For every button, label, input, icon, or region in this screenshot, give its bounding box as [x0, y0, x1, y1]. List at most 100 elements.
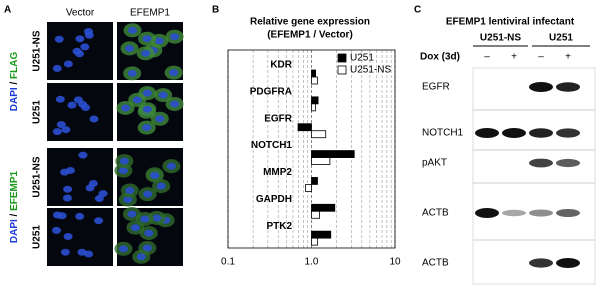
nucleus	[67, 101, 77, 109]
nucleus	[152, 214, 162, 222]
nucleus	[154, 37, 164, 45]
nucleus	[52, 64, 62, 72]
nucleus	[56, 121, 66, 129]
blot-row-label: pAKT	[422, 158, 447, 169]
dox-label: –	[538, 52, 544, 63]
row-label-group: U251-NS	[32, 156, 43, 197]
stain-part: /	[9, 211, 20, 217]
nucleus	[78, 151, 88, 159]
blot-band	[502, 128, 526, 138]
bar	[311, 76, 318, 85]
nucleus	[63, 60, 73, 68]
stain-part: DAPI	[9, 85, 20, 112]
bar	[311, 96, 319, 105]
stain-part: EFEMP1	[9, 170, 20, 210]
nucleus	[118, 167, 128, 175]
bar	[311, 203, 336, 212]
blot-band	[529, 128, 553, 138]
nucleus	[127, 69, 137, 77]
panel-label: C	[414, 5, 421, 16]
blot-row-label: NOTCH1	[422, 128, 464, 139]
stain-part: DAPI	[9, 216, 20, 243]
legend-swatch	[337, 53, 347, 63]
blot-band	[475, 208, 499, 218]
nucleus	[128, 26, 138, 34]
nucleus	[144, 229, 154, 237]
nucleus	[125, 44, 135, 52]
bar	[311, 230, 332, 239]
row-label: U251-NS	[32, 156, 43, 197]
category-label: PTK2	[266, 221, 292, 232]
stain-label: DAPI / EFEMP1	[9, 170, 20, 243]
panel-a: A Vector EFEMP1 U251-NS U251 U251-NS U251 DAPI …	[4, 5, 184, 266]
stain-label-group: DAPI / FLAG	[9, 52, 20, 112]
nucleus	[60, 168, 70, 176]
nucleus	[80, 43, 90, 51]
nucleus	[62, 194, 72, 202]
x-tick-label: 0.1	[221, 257, 235, 268]
nucleus	[84, 31, 94, 39]
dox-label: –	[484, 52, 490, 63]
stain-part: FLAG	[9, 52, 20, 79]
blot-band	[529, 258, 553, 268]
bar	[297, 123, 312, 132]
cell-line-label: U251	[549, 33, 573, 44]
legend-label: U251-NS	[350, 65, 391, 76]
x-tick-label: 10	[389, 257, 401, 268]
dox-label: +	[565, 52, 571, 63]
nucleus	[130, 224, 140, 232]
nucleus	[150, 172, 160, 180]
bar	[311, 177, 318, 185]
panel-title: EFEMP1 lentiviral infectant	[446, 17, 575, 28]
blot-band	[556, 258, 580, 268]
category-label: MMP2	[263, 167, 292, 178]
panel-b: B Relative gene expression (EFEMP1 / Vecto…	[212, 5, 401, 268]
row-label-group: U251	[32, 225, 43, 249]
nucleus	[63, 185, 73, 193]
nucleus	[170, 33, 180, 41]
blot-band	[475, 128, 499, 138]
nucleus	[52, 211, 62, 219]
nucleus	[156, 182, 166, 190]
cell-line-label: U251-NS	[480, 33, 521, 44]
bar	[311, 103, 317, 112]
blot-band	[556, 82, 580, 92]
nucleus	[170, 100, 180, 108]
column-label: EFEMP1	[130, 8, 170, 19]
bar	[311, 210, 320, 219]
nucleus	[166, 162, 176, 170]
bar	[311, 150, 355, 158]
nucleus	[142, 89, 152, 97]
nucleus	[77, 248, 87, 256]
nucleus	[158, 91, 168, 99]
bar	[305, 184, 312, 192]
panel-label: A	[4, 5, 11, 16]
nucleus	[142, 244, 152, 252]
bar	[311, 130, 327, 139]
row-label: U251	[32, 225, 43, 249]
nucleus	[143, 190, 153, 198]
nucleus	[63, 232, 73, 240]
nucleus	[132, 96, 142, 104]
stain-part: /	[9, 79, 20, 85]
blot-band	[529, 82, 553, 92]
nucleus	[75, 35, 85, 43]
plot-frame	[227, 49, 396, 249]
nucleus	[73, 96, 83, 104]
panel-c: C EFEMP1 lentiviral infectant U251-NS U251 D…	[414, 5, 596, 285]
chart-subtitle: (EFEMP1 / Vector)	[267, 30, 353, 41]
legend-label: U251	[350, 53, 374, 64]
nucleus	[89, 115, 99, 123]
nucleus	[140, 215, 150, 223]
blot-row-label: ACTB	[422, 258, 449, 269]
chart-title: Relative gene expression	[250, 17, 370, 28]
legend-swatch	[337, 65, 347, 75]
blot-row-label: EGFR	[422, 82, 450, 93]
nucleus	[125, 186, 135, 194]
panel-label: B	[212, 5, 219, 16]
blot-band	[529, 158, 553, 168]
x-tick-label: 1.0	[305, 257, 319, 268]
row-label-group: U251	[32, 100, 43, 124]
blot-band	[556, 209, 580, 217]
